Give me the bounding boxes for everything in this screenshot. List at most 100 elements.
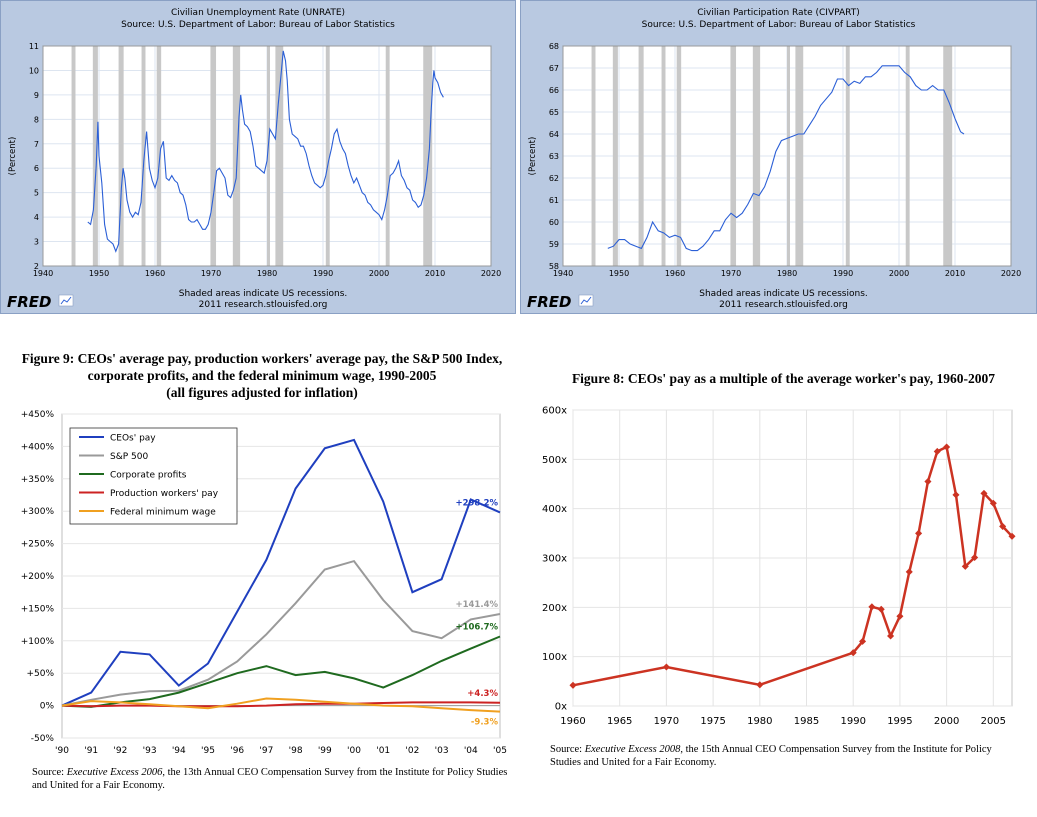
fig8-data-point xyxy=(1008,532,1016,540)
civpart-y-tick-label: 68 xyxy=(549,42,559,51)
civpart-series-line xyxy=(607,65,965,252)
civpart-logo-icon-line xyxy=(580,296,592,305)
fig9-series-line xyxy=(61,438,501,707)
civpart-y-axis-label: (Percent) xyxy=(528,137,538,176)
fig8-chart: 0x 100x 200x 300x 400x 500x 600x 1960 1965 1970 19… xyxy=(542,406,1016,727)
civpart-recession-band xyxy=(591,46,596,266)
fig9-y-tick-label: +200% xyxy=(21,572,55,582)
unrate-title: Civilian Unemployment Rate (UNRATE) xyxy=(171,8,345,18)
fig8-data-point xyxy=(989,499,997,507)
civpart-y-tick-label: 59 xyxy=(549,240,559,249)
unrate-logo-icon-line xyxy=(60,296,72,305)
civpart-x-tick-label: 1960 xyxy=(665,269,685,278)
fig9-x-tick-label: '01 xyxy=(376,746,390,756)
civpart-recession-band xyxy=(638,46,644,266)
fig8-title: Figure 8: CEOs' pay as a multiple of the… xyxy=(571,371,996,386)
fig9-y-tick-label: +100% xyxy=(21,637,55,647)
civpart-title: Civilian Participation Rate (CIVPART) xyxy=(697,8,859,18)
unrate-recession-band xyxy=(423,46,433,266)
fig8-x-tick-label: 1990 xyxy=(840,716,865,727)
unrate-recession-band xyxy=(267,46,270,266)
fig9-end-label: +4.3% xyxy=(467,689,498,699)
unrate-fred-logo-graph-icon xyxy=(58,294,74,307)
fig9-x-tick-label: '96 xyxy=(230,746,244,756)
fig8-data-point xyxy=(924,477,932,486)
civpart-x-tick-label: 2010 xyxy=(945,269,965,278)
fig8-y-tick-label: 0x xyxy=(555,702,567,713)
civpart-fred-logo-graph-icon xyxy=(578,294,594,307)
unrate-subtitle: Source: U.S. Department of Labor: Bureau… xyxy=(121,20,395,30)
civpart-recession-band xyxy=(905,46,910,266)
fig9-title-line3: (all figures adjusted for inflation) xyxy=(166,385,358,400)
unrate-y-tick-label: 7 xyxy=(34,140,39,149)
unrate-x-tick-label: 2020 xyxy=(481,269,501,278)
civpart-y-tick-label: 63 xyxy=(549,152,559,161)
unrate-y-tick-label: 9 xyxy=(34,91,39,100)
fig9-x-tick-label: '94 xyxy=(172,746,186,756)
unrate-x-tick-label: 1970 xyxy=(201,269,221,278)
fig9-legend-box xyxy=(69,427,238,525)
unrate-site: 2011 research.stlouisfed.org xyxy=(199,300,328,310)
fig8-y-tick-label: 200x xyxy=(542,603,567,614)
fig9-x-tick-label: '03 xyxy=(435,746,449,756)
unrate-recession-band xyxy=(71,46,76,266)
civpart-x-tick-label: 1940 xyxy=(553,269,573,278)
civpart-y-tick-label: 65 xyxy=(549,108,559,117)
fig9-x-tick-label: '97 xyxy=(259,746,273,756)
fig8-source-publication: Executive Excess 2008 xyxy=(584,744,681,755)
fig9-legend-label: CEOs' pay xyxy=(110,434,156,444)
fig9-title-line1: Figure 9: CEOs' average pay, production … xyxy=(21,351,503,366)
fig9-source-publication: Executive Excess 2006 xyxy=(66,767,163,778)
fig9-series-line xyxy=(61,697,501,713)
participation-chart: Civilian Participation Rate (CIVPART) Sou… xyxy=(527,8,1021,311)
civpart-plot-border xyxy=(562,45,1012,267)
fig8-x-tick-label: 1985 xyxy=(794,716,819,727)
unrate-y-tick-label: 4 xyxy=(34,213,39,222)
unrate-x-tick-label: 1940 xyxy=(33,269,53,278)
fig9-source-prefix: Source: xyxy=(32,767,67,778)
civpart-y-tick-label: 66 xyxy=(549,86,559,95)
fig8-y-tick-label: 500x xyxy=(542,455,567,466)
unrate-logo-icon-frame xyxy=(58,294,74,307)
unrate-series-line xyxy=(87,50,444,253)
fig8-x-tick-label: 1975 xyxy=(700,716,725,727)
fig8-y-tick-label: 300x xyxy=(542,554,567,565)
fig9-source: Source: Executive Excess 2006, the 13th … xyxy=(32,766,512,792)
unemployment-chart: Civilian Unemployment Rate (UNRATE) Sourc… xyxy=(7,8,501,311)
unrate-y-tick-label: 11 xyxy=(29,42,39,51)
unrate-x-tick-label: 1950 xyxy=(89,269,109,278)
civpart-recession-band xyxy=(661,46,666,266)
fig9-end-label: +141.4% xyxy=(455,600,498,610)
fig9-y-tick-label: +150% xyxy=(21,604,55,614)
fig9-y-tick-label: +400% xyxy=(21,442,55,452)
civpart-x-tick-label: 1980 xyxy=(777,269,797,278)
fig9-end-label: +298.2% xyxy=(455,498,498,508)
fig9-x-tick-label: '98 xyxy=(289,746,303,756)
civpart-x-tick-label: 1990 xyxy=(833,269,853,278)
fig9-title-line2: corporate profits, and the federal minim… xyxy=(87,368,437,383)
fig8-x-tick-label: 1970 xyxy=(654,716,679,727)
civpart-recession-band xyxy=(752,46,761,266)
fig8-y-tick-label: 600x xyxy=(542,406,567,417)
civpart-x-tick-label: 2000 xyxy=(889,269,909,278)
fred-participation-panel: Civilian Participation Rate (CIVPART) Sou… xyxy=(520,0,1037,314)
unrate-x-tick-label: 2000 xyxy=(369,269,389,278)
fig8-y-tick-label: 100x xyxy=(542,652,567,663)
civpart-x-tick-label: 1970 xyxy=(721,269,741,278)
fig8-data-point xyxy=(662,663,670,671)
unrate-recession-band xyxy=(210,46,217,266)
civpart-y-tick-label: 58 xyxy=(549,262,559,271)
fig9-y-tick-label: +350% xyxy=(21,475,55,485)
fig9-x-tick-label: '93 xyxy=(143,746,157,756)
civpart-recession-band xyxy=(676,46,682,266)
civpart-shading-note: Shaded areas indicate US recessions. xyxy=(699,289,868,299)
civpart-recession-band xyxy=(795,46,804,266)
unrate-x-tick-label: 1990 xyxy=(313,269,333,278)
unrate-shading-note: Shaded areas indicate US recessions. xyxy=(179,289,348,299)
civpart-recession-band xyxy=(730,46,737,266)
fig9-legend-label: Federal minimum wage xyxy=(110,508,216,518)
civpart-recession-band xyxy=(787,46,790,266)
fig9-x-tick-label: '05 xyxy=(493,746,507,756)
fig8-data-point xyxy=(952,491,960,499)
unrate-y-tick-label: 10 xyxy=(29,66,39,75)
